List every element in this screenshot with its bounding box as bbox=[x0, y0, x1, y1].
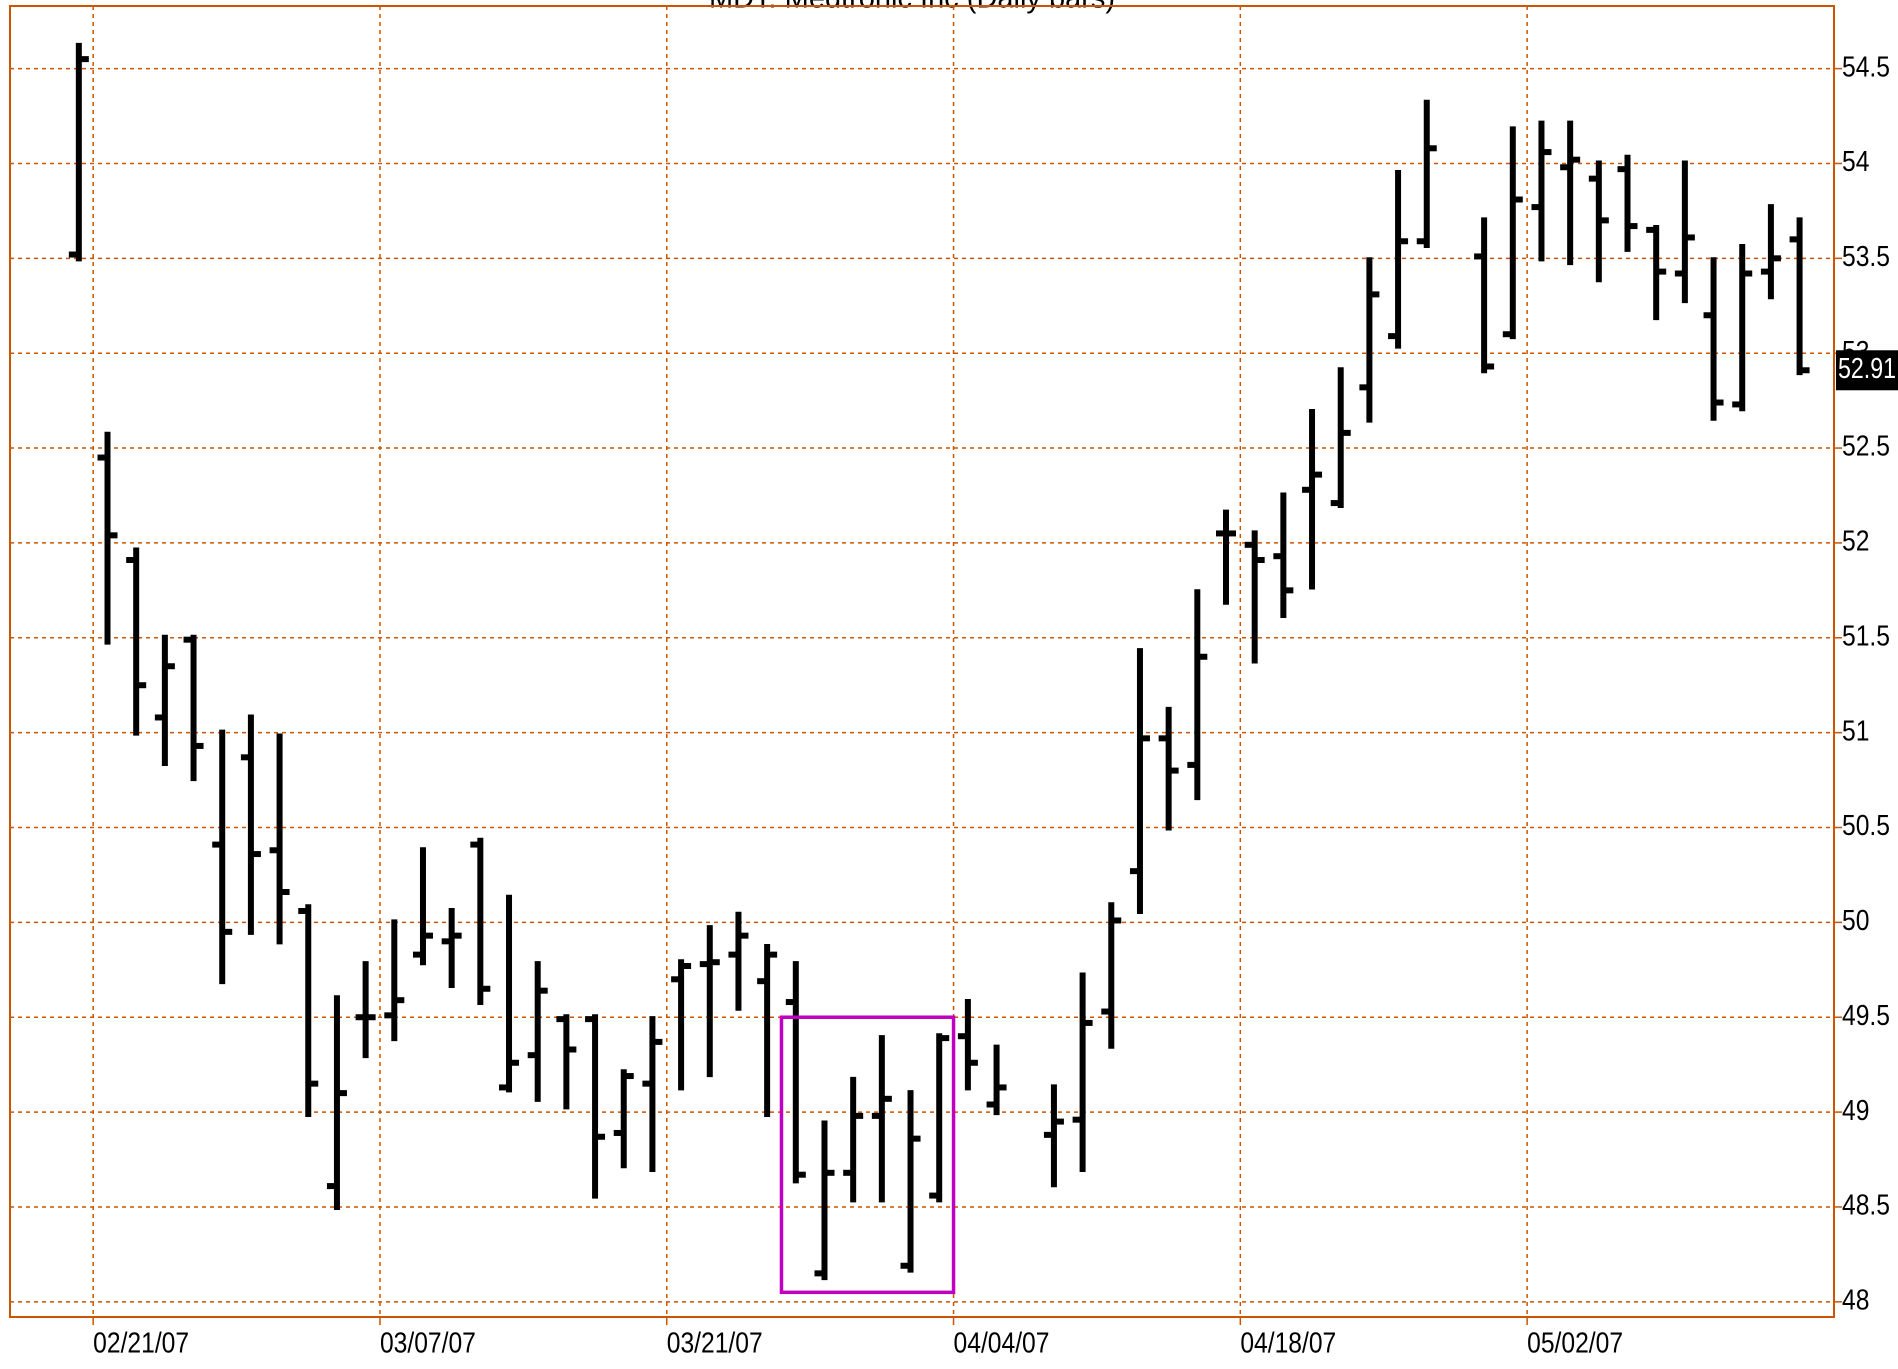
y-tick-label: 49.5 bbox=[1842, 999, 1890, 1031]
y-tick-label: 54.5 bbox=[1842, 50, 1890, 82]
ohlc-bar bbox=[1273, 492, 1294, 619]
highlight-box bbox=[779, 1015, 956, 1295]
ohlc-bar bbox=[785, 961, 806, 1184]
ohlc-bar bbox=[1072, 972, 1093, 1173]
ohlc-bar bbox=[1359, 257, 1380, 423]
ohlc-bar bbox=[642, 1016, 663, 1173]
ohlc-bar bbox=[1330, 367, 1351, 508]
ohlc-bar bbox=[1760, 204, 1781, 300]
ohlc-bar bbox=[871, 1035, 892, 1203]
ohlc-bar bbox=[326, 995, 347, 1210]
ohlc-bar bbox=[1129, 648, 1150, 914]
y-tick-label: 50.5 bbox=[1842, 809, 1890, 841]
plot-frame bbox=[9, 5, 1835, 1318]
ohlc-bar bbox=[97, 431, 118, 645]
ohlc-bar bbox=[671, 959, 692, 1091]
x-tick-label: 03/07/07 bbox=[380, 1327, 476, 1359]
ohlc-bar bbox=[1502, 126, 1523, 340]
ohlc-bar bbox=[1789, 217, 1810, 376]
ohlc-bar bbox=[613, 1069, 634, 1169]
ohlc-bar bbox=[412, 847, 433, 966]
ohlc-bar bbox=[556, 1014, 577, 1110]
ohlc-bar bbox=[1388, 169, 1409, 349]
ohlc-bar bbox=[728, 911, 749, 1011]
ohlc-bar bbox=[929, 1033, 950, 1203]
y-tick-label: 51 bbox=[1842, 714, 1869, 746]
ohlc-bar bbox=[1531, 120, 1552, 262]
ohlc-bar bbox=[814, 1120, 835, 1281]
ohlc-bar bbox=[1216, 509, 1236, 605]
x-tick-label: 04/18/07 bbox=[1240, 1327, 1336, 1359]
last-price-box bbox=[1836, 350, 1898, 391]
x-tick-label: 03/21/07 bbox=[667, 1327, 763, 1359]
last-price-label: 52.91 bbox=[1838, 351, 1896, 384]
ohlc-bar bbox=[470, 837, 491, 1006]
ohlc-bar bbox=[441, 907, 462, 988]
y-tick-label: 49 bbox=[1842, 1094, 1869, 1126]
ohlc-bar bbox=[1560, 120, 1581, 266]
y-tick-label: 54 bbox=[1842, 145, 1869, 177]
ohlc-bar bbox=[1674, 160, 1695, 304]
ohlc-bar bbox=[154, 634, 175, 767]
ohlc-bar bbox=[1043, 1084, 1064, 1188]
ohlc-bar bbox=[298, 904, 319, 1117]
ohlc-bar bbox=[585, 1014, 606, 1199]
ohlc-bar bbox=[1703, 257, 1724, 421]
x-tick-label: 04/04/07 bbox=[954, 1327, 1050, 1359]
ohlc-bar bbox=[843, 1076, 864, 1203]
ohlc-bar bbox=[699, 925, 720, 1078]
ohlc-bar bbox=[1588, 160, 1609, 283]
y-tick-label: 48 bbox=[1842, 1284, 1869, 1316]
ohlc-bar bbox=[1158, 706, 1179, 831]
ohlc-bar bbox=[1416, 99, 1437, 249]
ohlc-bar bbox=[1244, 530, 1265, 664]
ohlc-bar bbox=[499, 894, 520, 1093]
ohlc-bar bbox=[240, 714, 261, 935]
ohlc-bar bbox=[212, 729, 233, 985]
ohlc-bar bbox=[757, 944, 778, 1117]
ohlc-bar bbox=[355, 961, 376, 1059]
ohlc-bar bbox=[986, 1044, 1007, 1116]
ohlc-bar bbox=[126, 547, 147, 736]
y-tick-label: 53.5 bbox=[1842, 240, 1890, 272]
ohlc-bar bbox=[183, 634, 204, 782]
ohlc-bar bbox=[384, 919, 405, 1042]
y-tick-label: 52 bbox=[1842, 525, 1869, 557]
ohlc-bar bbox=[1732, 243, 1753, 412]
ohlc-bar bbox=[527, 961, 548, 1102]
x-tick-label: 05/02/07 bbox=[1527, 1327, 1623, 1359]
ohlc-bar bbox=[1187, 589, 1208, 801]
ohlc-bar bbox=[957, 999, 978, 1091]
ohlc-bar bbox=[68, 42, 89, 262]
ohlc-bar bbox=[269, 733, 290, 945]
y-tick-label: 48.5 bbox=[1842, 1189, 1890, 1221]
y-tick-label: 50 bbox=[1842, 904, 1869, 936]
y-tick-label: 52.5 bbox=[1842, 430, 1890, 462]
ohlc-bar bbox=[1646, 224, 1667, 321]
ohlc-bar bbox=[900, 1090, 921, 1273]
ohlc-bar bbox=[1101, 902, 1122, 1049]
y-tick-label: 51.5 bbox=[1842, 620, 1890, 652]
ohlc-bar bbox=[1302, 409, 1323, 590]
chart-title: MDT: Medtronic Inc (Daily bars) bbox=[709, 0, 1115, 15]
x-tick-label: 02/21/07 bbox=[93, 1327, 189, 1359]
ohlc-bar bbox=[1617, 154, 1638, 252]
ohlc-bar bbox=[1474, 217, 1495, 374]
